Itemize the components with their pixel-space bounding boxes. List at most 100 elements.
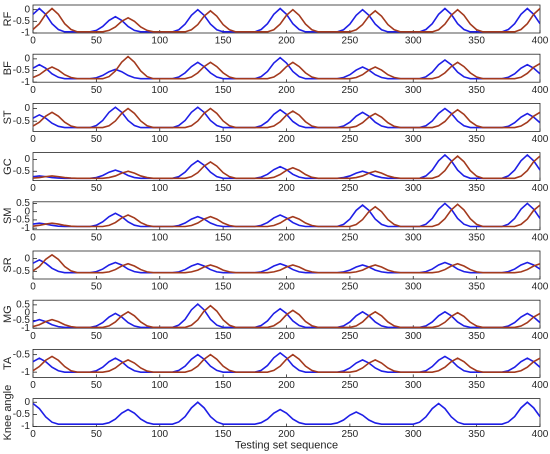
y-tick-label: -0.5 [13,266,31,277]
x-tick-label: 200 [278,282,295,293]
series-line [33,353,540,373]
x-tick-label: 150 [215,183,232,194]
series-line [33,55,540,80]
x-tick-label: 300 [405,36,422,47]
series-line [33,203,540,228]
x-tick-label: 400 [532,380,549,391]
x-tick-label: 400 [532,282,549,293]
x-tick-label: 150 [215,331,232,342]
x-tick-label: 250 [342,85,359,96]
series-line [33,107,540,129]
x-tick-label: 200 [278,85,295,96]
series-line [33,303,540,329]
x-tick-label: 100 [151,85,168,96]
y-axis-label: SM [2,208,14,225]
y-axis-label: RF [2,11,14,26]
x-tick-label: 400 [532,183,549,194]
x-tick-label: 0 [30,36,36,47]
x-tick-label: 100 [151,282,168,293]
series-line [33,155,540,180]
x-tick-label: 150 [215,380,232,391]
x-tick-label: 250 [342,282,359,293]
y-tick-label: 0.5 [16,198,30,209]
x-tick-label: 350 [468,380,485,391]
x-tick-label: 0 [30,331,36,342]
y-tick-label: 0 [24,397,30,408]
x-tick-label: 200 [278,232,295,243]
x-tick-label: 0 [30,183,36,194]
y-tick-label: -1 [21,223,30,234]
x-tick-label: 0 [30,380,36,391]
y-tick-label: 0 [24,307,30,318]
x-tick-label: 350 [468,429,485,440]
y-tick-label: -0.5 [13,116,31,127]
x-tick-label: 0 [30,282,36,293]
y-axis-label: MG [2,305,14,323]
x-tick-label: 100 [151,183,168,194]
x-tick-label: 250 [342,183,359,194]
y-tick-label: -0.5 [13,166,31,177]
x-tick-label: 250 [342,380,359,391]
series-line [33,259,540,274]
x-tick-label: 350 [468,232,485,243]
x-tick-label: 400 [532,331,549,342]
series-line [33,56,540,80]
y-tick-label: 0 [24,206,30,217]
x-tick-label: 50 [91,282,103,293]
x-tick-label: 300 [405,429,422,440]
y-tick-label: -1 [21,421,30,432]
y-axis-label: ST [2,110,14,124]
y-tick-label: 0 [24,103,30,114]
x-tick-label: 200 [278,134,295,145]
y-axis-label: BF [2,61,14,75]
x-tick-label: 400 [532,232,549,243]
x-tick-label: 300 [405,282,422,293]
x-tick-label: 50 [91,380,103,391]
x-tick-label: 0 [30,134,36,145]
y-axis-label: TA [2,356,14,370]
subplot: 0 50 100 150 200 250 300 350 400 0 -0.5SR [2,250,549,293]
plot-area [32,103,541,132]
x-axis-label: Testing set sequence [235,440,338,452]
x-tick-label: 200 [278,429,295,440]
subplot: 0 50 100 150 200 250 300 350 400 0 -0.5ST [2,103,549,145]
x-tick-label: 50 [91,36,103,47]
x-tick-label: 50 [91,85,103,96]
x-tick-label: 250 [342,232,359,243]
x-tick-label: 50 [91,183,103,194]
y-tick-label: -1 [21,367,30,378]
x-tick-label: 150 [215,85,232,96]
x-tick-label: 150 [215,282,232,293]
x-tick-label: 300 [405,134,422,145]
x-tick-label: 400 [532,134,549,145]
y-axis-label: GC [2,158,14,175]
y-tick-label: -0.5 [13,315,31,326]
x-tick-label: 100 [151,232,168,243]
x-tick-label: 50 [91,134,103,145]
y-axis-label: Knee angle [2,385,14,441]
x-tick-label: 0 [30,232,36,243]
x-tick-label: 250 [342,331,359,342]
x-tick-label: 200 [278,331,295,342]
y-tick-label: -0.5 [13,349,31,360]
y-tick-label: -0.5 [13,215,31,226]
x-tick-label: 400 [532,36,549,47]
x-tick-label: 100 [151,380,168,391]
x-tick-label: 350 [468,183,485,194]
y-tick-label: -1 [21,77,30,88]
plot-area [32,348,541,378]
x-tick-label: 300 [405,85,422,96]
x-tick-label: 400 [532,429,549,440]
x-tick-label: 200 [278,380,295,391]
x-tick-label: 0 [30,85,36,96]
plot-area [32,53,541,83]
y-tick-label: -0.5 [13,65,31,76]
x-tick-label: 250 [342,36,359,47]
x-tick-label: 350 [468,331,485,342]
x-tick-label: 150 [215,429,232,440]
